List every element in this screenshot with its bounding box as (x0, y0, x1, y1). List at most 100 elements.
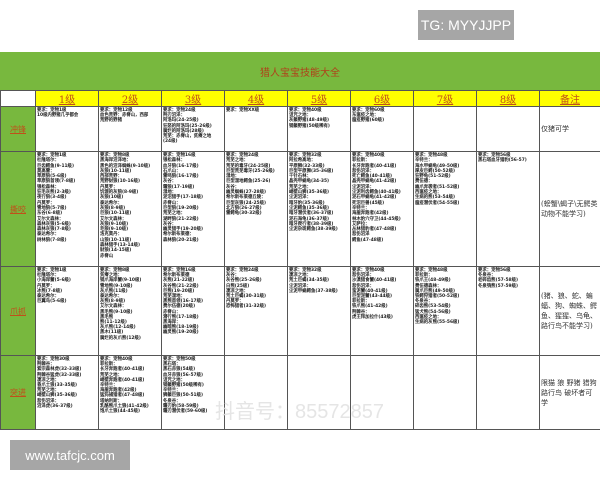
cell-line: 铁爪熊(41-42级) (352, 304, 388, 310)
cell-line: 长牙奔跑者(40-41级) (100, 367, 145, 373)
cell-line: 阿洛玛(24-25级) (163, 118, 199, 124)
cell-line: 凄凉之地： (226, 288, 248, 294)
cell-line: 沼泽虎(36-37级) (37, 403, 73, 409)
cell-line: 冬泉谷： (415, 299, 433, 305)
cell-line: 蛮泥蟹(40-41级) (352, 288, 388, 294)
level-cell: 要求：宠物16级 银松森林： 血牙狼(16-17级) 石爪山： 雷鸣狼(16-17级) 灰… (161, 151, 225, 267)
cell-line: 费伍德森林： (415, 283, 442, 289)
table-row: 突进 要求：宠物30级 荆棘谷： 紫宗森林虎(32-33级) 荆棘谷猛虎(32-33级)… (0, 355, 600, 430)
cell-line: 艾尔文森林： (37, 216, 64, 222)
cell-line: 霜狼(17-19级) (163, 184, 195, 190)
cell-line: 凄凉之地： (37, 377, 59, 383)
cell-line: 西瘟疫之地： (415, 190, 442, 196)
level-cell: 要求：宠物12级 血色荒野：赤脊山，西部 荒野的野猪 (98, 106, 162, 152)
cell-line: 长牙奔跑者(40-41级) (352, 163, 397, 169)
cell-line: 暗牙爬行者(38-39级) (289, 221, 334, 227)
cell-line: 尘泥甲蜗鳄鱼(37-38级) (289, 288, 338, 294)
table-row: 撕咬 要求：宠物1级 杜隆塔尔： 巨齿鳄鱼(9-11级) 莫高雷： 草原狼(5-6级) 草原… (0, 151, 600, 267)
cell-line: 赤脊山： (163, 309, 181, 315)
cell-line: 暗牙潜伏者(36-37级) (289, 211, 334, 217)
cell-line: 死沼巨兽(45级) (352, 200, 385, 206)
cell-line: 泥沼猎手(17-18级) (163, 195, 204, 201)
level-cell: 要求：宠物50级 黑石塔： 黑石赤狼(54级) 血牙赤狼(56-57级) 诅咒之地： 钢鬃… (161, 355, 225, 430)
cell-line: 巨型湿地鳄鱼(25-26) (226, 179, 271, 185)
cell-line: 荒野豺狼(10-16级) (100, 179, 141, 185)
cell-line: 丹莫罗： (100, 184, 118, 190)
cell-line: 丹莫罗： (37, 200, 55, 206)
cell-line: 要求：宠物1级 (37, 108, 67, 113)
site-badge: www.tafcjc.com (10, 440, 130, 470)
cell-line: 湿地： (226, 174, 240, 180)
cell-line: 峭壁奔跑者(40-41级) (100, 377, 145, 383)
cell-line: 贫瘠之地： (100, 273, 122, 279)
level-cell: 要求：宠物48级 辛特兰： 海水甲蜗龟(49-50级) 厚皮巨鳄(50-52级) 狂野龟… (413, 151, 477, 267)
cell-line: 灰谷： (226, 273, 240, 279)
header-7: 7级 (413, 90, 477, 107)
cell-line: 冰熊(7-8级) (37, 288, 63, 294)
cell-line: 幽灵熊(19-20级) (163, 330, 199, 336)
cell-line: 要求：宠物8级 (100, 153, 130, 158)
cell-line: 灰狼(9-10级) (100, 221, 129, 227)
level-cell: 要求：宠物56级 冬泉谷： 老碎齿熊(57-58级) 冬泉鸮熊(57-59级) (476, 266, 540, 356)
note-cell: (螃蟹\蝎子\无鳄类动物不能学习) (539, 151, 600, 267)
cell-line: 森林猎手(13-14级) (100, 243, 141, 249)
cell-line: 阿拉希高地： (289, 158, 316, 164)
cell-line: 北方狼(26-27级) (226, 205, 262, 211)
header-8: 8级 (476, 90, 540, 107)
cell-line: 荆刃沼泽： (163, 113, 185, 119)
table-row: 冲锋 要求：宠物1级 10级内野猪几乎都会 要求：宠物12级 血色荒野：赤脊山，西部 荒野… (0, 106, 600, 152)
level-cell: 要求：宠物24级 荒芜之地： 荒芜的毒牙(24-25级) 巨型荒芜毒牙(25-26级)… (224, 151, 288, 267)
cell-line: 腐爪巨熊(49-50级) (415, 288, 456, 294)
cell-line: 猛犬熊(54-56级) (415, 309, 451, 315)
cell-line: 黑色的沼泽蜘蛛(9-10级) (100, 163, 151, 169)
cell-line: 巨型荒芜毒牙(25-26级) (226, 168, 275, 174)
cell-line: 费尔伍德(20级) (163, 304, 196, 310)
cell-line: 悲伤沼泽： (352, 283, 374, 289)
cell-line: 血色荒野：赤脊山，西部 (100, 113, 149, 119)
cell-line: 狮鬃巨狼(50-51级) (163, 393, 204, 399)
cell-line: 巨型狼(19-20级) (163, 205, 199, 211)
level-cell: 要求：宠物XX级 (224, 106, 288, 152)
cell-line: 千针石林： (289, 174, 311, 180)
skill-label: 突进 (0, 355, 36, 430)
cell-line: 荒野的野猪 (100, 118, 122, 124)
cell-line: 生病的熊(53-54级) (415, 195, 456, 201)
cell-line: 巨型灰狼(24-25级) (226, 200, 267, 206)
cell-line: 丹莫罗： (37, 283, 55, 289)
cell-line: 凄凉之地： (289, 273, 311, 279)
level-cell: 要求：宠物32级 阿拉希高地： 平原狮(32-33级) 巨型平原狮(35-36级) 千针… (287, 151, 351, 267)
cell-line: 峭壁山狮(35-36级) (289, 190, 330, 196)
cell-line: 泰达希尔： (100, 200, 122, 206)
cell-line: 灰爪熊(12-14级) (100, 325, 136, 331)
level-cell: 要求：宠物1级 杜隆塔尔： 巨齿鳄鱼(9-11级) 莫高雷： 草原狼(5-6级) 草原狼首… (35, 151, 99, 267)
cell-line: 白熊(25级) (226, 283, 250, 289)
cell-line: 悲伤沼泽： (37, 398, 59, 404)
cell-line: 猛犸捕猎者(47-48级) (100, 393, 145, 399)
cell-line: 幽灵猎手(19-20级) (163, 227, 204, 233)
cell-line: 银松森林： (37, 184, 59, 190)
cell-line: 荒芜之地： (289, 184, 311, 190)
level-cell (413, 106, 477, 152)
cell-line: 要求：宠物16级 (163, 153, 196, 158)
cell-line: 诅咒之地： (289, 113, 311, 119)
cell-line: 灰谷： (163, 221, 177, 227)
cell-line: 丛林猎豹者(47-48级) (352, 227, 397, 233)
cell-line: 艾尔文森林： (100, 304, 127, 310)
cell-line: 要求：宠物24级 (226, 268, 259, 273)
cell-line: 要求：宠物24级 (226, 153, 259, 158)
cell-line: 冬泉鸮熊(57-59级) (478, 283, 519, 289)
cell-line: 洛克莫丹： (100, 232, 122, 238)
cell-line: 黑海岸： (163, 320, 181, 326)
level-cell: 要求：宠物1级 10级内野猪几乎都会 (35, 106, 99, 152)
cell-line: 灰熊(8-9级) (100, 299, 126, 305)
cell-line: 要求：宠物56级 (478, 268, 511, 273)
cell-line: 钢爪海岸蟹(9-10级) (100, 278, 142, 284)
cell-line: 要求：宠物1级 (37, 268, 67, 273)
cell-line: 峭壁山狮(35-36级) (37, 393, 78, 399)
cell-line: 要求：宠物40级 (289, 108, 322, 113)
header-1: 1级 (35, 90, 99, 107)
cell-line: 尘泥沼泽： (289, 283, 311, 289)
cell-line: 要求：宠物16级 (163, 268, 196, 273)
cell-line: 碎齿熊(53-54级) (415, 304, 451, 310)
cell-line: 铁鳄狩猎者(50-52级) (415, 294, 460, 300)
